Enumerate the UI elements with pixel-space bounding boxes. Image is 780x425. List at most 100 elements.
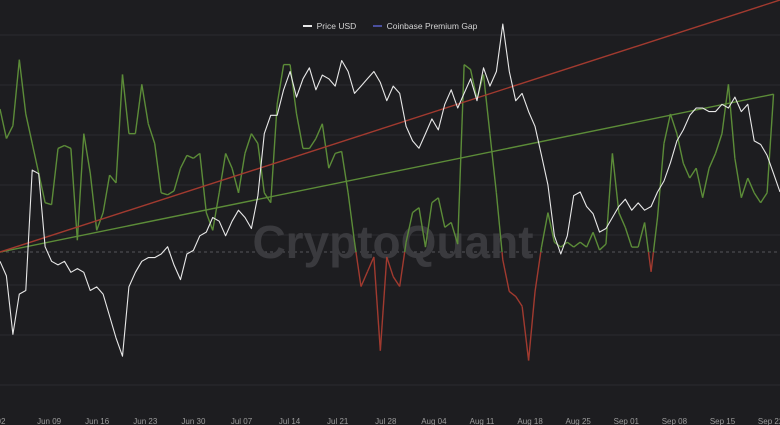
- premium-segment: [315, 123, 323, 139]
- premium-segment: [469, 69, 478, 100]
- premium-segment: [727, 84, 736, 159]
- premium-segment: [76, 133, 85, 241]
- premium-segment: [482, 74, 491, 134]
- premium-segment: [573, 241, 581, 248]
- premium-segment: [760, 192, 768, 204]
- premium-segment: [141, 84, 149, 124]
- legend: Price USD Coinbase Premium Gap: [0, 19, 780, 31]
- premium-segment: [547, 212, 556, 243]
- premium-segment: [540, 212, 549, 248]
- premium-segment: [599, 243, 607, 251]
- premium-segment: [109, 174, 117, 184]
- premium-segment: [50, 148, 59, 205]
- premium-segment: [366, 256, 375, 273]
- premium-segment: [205, 212, 214, 231]
- premium-segment: [64, 144, 72, 150]
- premium-segment: [276, 64, 285, 105]
- premium-segment: [134, 84, 143, 134]
- premium-segment: [463, 64, 472, 71]
- premium-segment: [521, 306, 530, 361]
- premium-segment: [5, 125, 14, 139]
- premium-segment: [418, 207, 427, 248]
- premium-segment: [0, 0, 780, 253]
- premium-segment: [682, 162, 691, 179]
- premium-segment: [624, 227, 633, 248]
- premium-segment: [0, 108, 8, 139]
- premium-segment: [295, 113, 304, 149]
- x-tick-label: Aug 18: [517, 417, 543, 425]
- premium-segment: [412, 207, 420, 214]
- premium-segment: [747, 177, 755, 194]
- premium-segment: [37, 172, 46, 203]
- x-tick-label: Sep 01: [614, 417, 640, 425]
- premium-segment: [753, 192, 762, 204]
- premium-segment: [379, 256, 388, 351]
- premium-segment: [450, 222, 459, 245]
- premium-segment: [0, 93, 774, 253]
- premium-segment: [102, 174, 111, 213]
- x-axis-ticks: 02 Jun 09 Jun 16 Jun 23 Jun 30 Jul 07 Jul 14 Ju…: [0, 417, 780, 425]
- premium-segment: [392, 276, 401, 287]
- premium-segment: [192, 152, 201, 159]
- premium-segment: [160, 192, 168, 196]
- premium-segment: [766, 94, 775, 193]
- price-series: [0, 23, 780, 357]
- premium-segment: [611, 153, 620, 213]
- premium-segment: [353, 242, 357, 253]
- x-tick-label: Jun 30: [181, 417, 206, 425]
- x-tick-label: 02: [0, 417, 6, 425]
- premium-segment: [218, 153, 227, 193]
- premium-segment: [340, 151, 349, 193]
- legend-item-premium[interactable]: Coinbase Premium Gap: [372, 21, 478, 31]
- premium-segment: [508, 290, 517, 297]
- x-tick-label: Jul 21: [327, 417, 349, 425]
- premium-segment: [689, 167, 697, 179]
- premium-segment: [650, 251, 655, 272]
- x-tick-label: Aug 04: [421, 417, 447, 425]
- premium-segment: [502, 259, 510, 292]
- premium-segment: [398, 251, 406, 287]
- x-tick-label: Sep 08: [662, 417, 688, 425]
- premium-segment: [31, 143, 40, 174]
- x-tick-label: Aug 11: [470, 417, 495, 425]
- premium-segment: [585, 232, 594, 248]
- premium-segment: [328, 153, 336, 169]
- premium-segment: [643, 222, 650, 253]
- premium-segment: [701, 168, 710, 198]
- legend-swatch-premium: [372, 25, 382, 27]
- premium-segment: [501, 251, 504, 260]
- premium-segment: [534, 251, 542, 292]
- premium-segment: [386, 256, 394, 277]
- x-tick-label: Jul 14: [279, 417, 301, 425]
- premium-segment: [18, 59, 27, 115]
- premium-segment: [592, 232, 601, 251]
- premium-segment: [540, 246, 543, 253]
- x-tick-label: Aug 25: [566, 417, 592, 425]
- premium-segment: [199, 153, 207, 213]
- premium-segment: [714, 133, 723, 154]
- premium-segment: [403, 242, 407, 253]
- premium-segment: [708, 153, 717, 169]
- premium-segment: [360, 271, 369, 287]
- premium-segment: [431, 197, 439, 204]
- premium-segment: [579, 241, 588, 248]
- x-tick-label: Jul 07: [231, 417, 253, 425]
- premium-segment: [44, 202, 52, 206]
- premium-segment: [70, 148, 79, 241]
- x-tick-label: Jul 28: [375, 417, 397, 425]
- x-tick-label: Jun 23: [133, 417, 158, 425]
- premium-segment: [656, 143, 665, 218]
- premium-segment: [147, 123, 156, 144]
- premium-series: [0, 0, 780, 361]
- legend-label-premium: Coinbase Premium Gap: [386, 21, 478, 31]
- premium-segment: [308, 138, 317, 149]
- premium-segment: [115, 74, 124, 184]
- premium-segment: [335, 150, 342, 155]
- premium-segment: [212, 192, 220, 231]
- premium-segment: [373, 256, 382, 351]
- premium-segment: [167, 190, 175, 196]
- premium-segment: [527, 291, 536, 361]
- legend-item-price[interactable]: Price USD: [302, 21, 356, 31]
- premium-segment: [515, 296, 523, 307]
- premium-segment: [663, 113, 672, 144]
